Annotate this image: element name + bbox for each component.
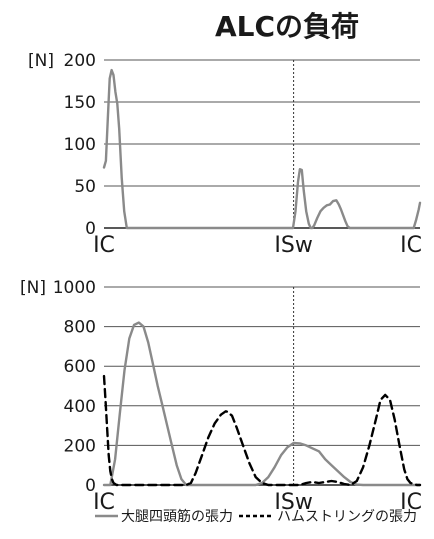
y-tick-label: 0: [85, 476, 96, 496]
x-marker-label: IC: [93, 233, 115, 258]
legend-label: 大腿四頭筋の張力: [121, 508, 233, 525]
y-tick-label: 800: [64, 318, 96, 338]
y-unit-label: [N]: [28, 51, 54, 71]
series-line: [102, 321, 422, 487]
series-line: [102, 68, 422, 230]
y-tick-label: 150: [64, 93, 96, 113]
y-tick-label: 600: [64, 357, 96, 377]
y-tick-label: 200: [64, 436, 96, 456]
y-tick-label: 1000: [53, 278, 96, 298]
x-marker-label: IC: [93, 490, 115, 515]
load-chart-top: 0 50 100 150 200 [N] IC ISw IC: [28, 51, 422, 258]
y-unit-label: [N]: [20, 278, 46, 298]
y-tick-label: 50: [74, 177, 96, 197]
y-tick-label: 200: [64, 51, 96, 71]
load-chart-bottom: 0 200 400 600 800 1000 [N] IC ISw IC: [20, 278, 422, 515]
x-marker-label: ISw: [274, 490, 312, 515]
legend: 大腿四頭筋の張力 ハムストリングの張力: [95, 508, 417, 525]
chart-title: ALCの負荷: [215, 10, 359, 43]
x-marker-label: IC: [400, 490, 422, 515]
y-tick-label: 400: [64, 397, 96, 417]
x-marker-label: ISw: [274, 233, 312, 258]
y-tick-label: 100: [64, 135, 96, 155]
series-line: [102, 374, 422, 487]
x-marker-label: IC: [400, 233, 422, 258]
y-tick-label: 0: [85, 219, 96, 239]
legend-label: ハムストリングの張力: [277, 509, 417, 525]
